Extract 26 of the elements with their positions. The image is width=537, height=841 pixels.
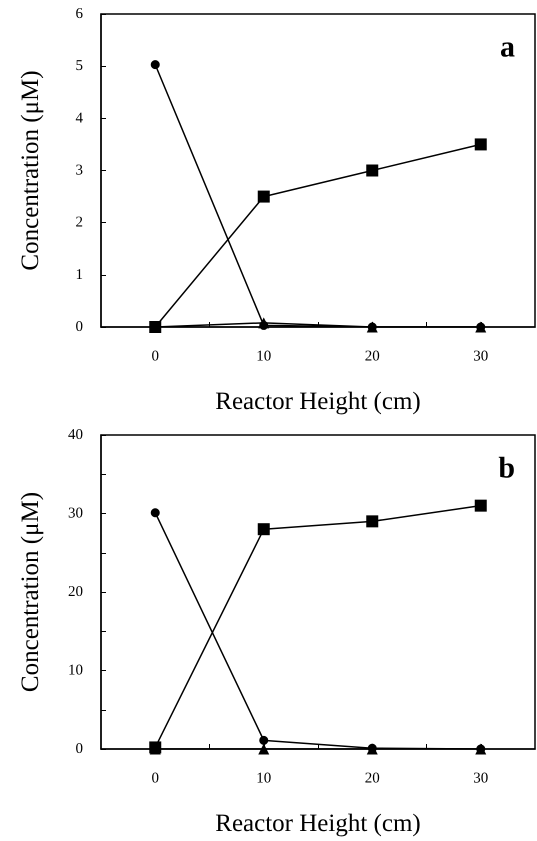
x-tick-label: 10	[256, 348, 272, 364]
y-tick-label: 10	[68, 662, 83, 678]
y-tick-label: 20	[68, 584, 83, 600]
x-tick-label: 20	[364, 348, 380, 364]
y-tick-label: 4	[76, 110, 84, 126]
y-tick-label: 0	[76, 741, 83, 757]
y-tick-label: 40	[68, 427, 83, 443]
x-tick-label: 0	[152, 348, 159, 364]
annotation: a	[500, 30, 515, 64]
y-tick-label: 3	[76, 162, 83, 178]
y-tick-label: 30	[68, 506, 83, 522]
y-tick-label: 0	[76, 319, 83, 335]
y-tick-label: 6	[76, 6, 84, 22]
y-tick-label: 1	[76, 266, 83, 283]
y-axis-title: Concentration (μM)	[17, 492, 44, 692]
x-axis-title: Reactor Height (cm)	[215, 810, 421, 837]
annotation: b	[498, 452, 516, 484]
x-tick-label: 30	[473, 770, 488, 786]
y-axis-title: Concentration (μM)	[17, 70, 44, 271]
x-axis-title: Reactor Height (cm)	[215, 388, 421, 415]
y-tick-label: 2	[76, 214, 83, 231]
x-tick-label: 0	[152, 770, 159, 786]
x-tick-label: 20	[364, 770, 380, 786]
x-tick-label: 30	[473, 348, 488, 364]
y-tick-label: 5	[76, 58, 83, 74]
x-tick-label: 10	[256, 770, 272, 786]
